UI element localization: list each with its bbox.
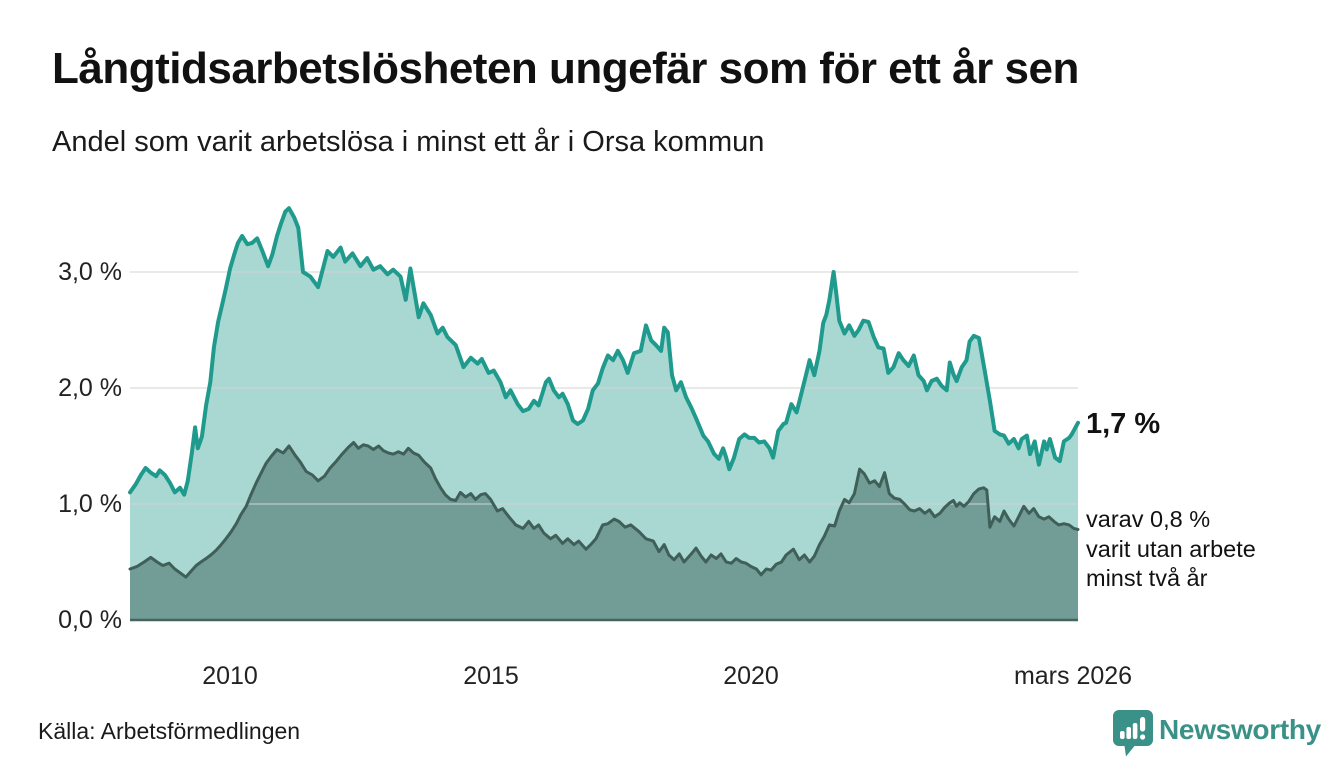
- x-axis-label-2020: 2020: [723, 662, 779, 690]
- two-year-annotation: varav 0,8 % varit utan arbete minst två …: [1086, 505, 1256, 594]
- newsworthy-wordmark: Newsworthy: [1159, 714, 1321, 745]
- one-year-line: [128, 206, 1080, 497]
- two-year-annotation-line-3: minst två år: [1086, 565, 1208, 591]
- page-title: Långtidsarbetslösheten ungefär som för e…: [52, 44, 1079, 93]
- two-year-annotation-line-2: varit utan arbete: [1086, 535, 1256, 562]
- speech-bubble-bar-chart-icon: [1113, 710, 1153, 757]
- y-axis-label-0: 0,0 %: [58, 606, 122, 634]
- page-subtitle: Andel som varit arbetslösa i minst ett å…: [52, 126, 765, 158]
- two-year-area-fill: [130, 442, 1078, 620]
- two-year-annotation-line-1: varav 0,8 %: [1086, 506, 1211, 532]
- x-axis-label-2015: 2015: [463, 662, 519, 690]
- x-axis-label-2010: 2010: [202, 662, 258, 690]
- x-axis-label-mars-2026: mars 2026: [1013, 662, 1133, 690]
- y-axis-label-2: 2,0 %: [58, 374, 122, 402]
- y-axis-label-1: 1,0 %: [58, 490, 122, 518]
- two-year-line: [128, 441, 1080, 579]
- latest-value-label: 1,7 %: [1086, 408, 1161, 440]
- y-axis-label-3: 3,0 %: [58, 258, 122, 286]
- source-note: Källa: Arbetsförmedlingen: [38, 718, 301, 744]
